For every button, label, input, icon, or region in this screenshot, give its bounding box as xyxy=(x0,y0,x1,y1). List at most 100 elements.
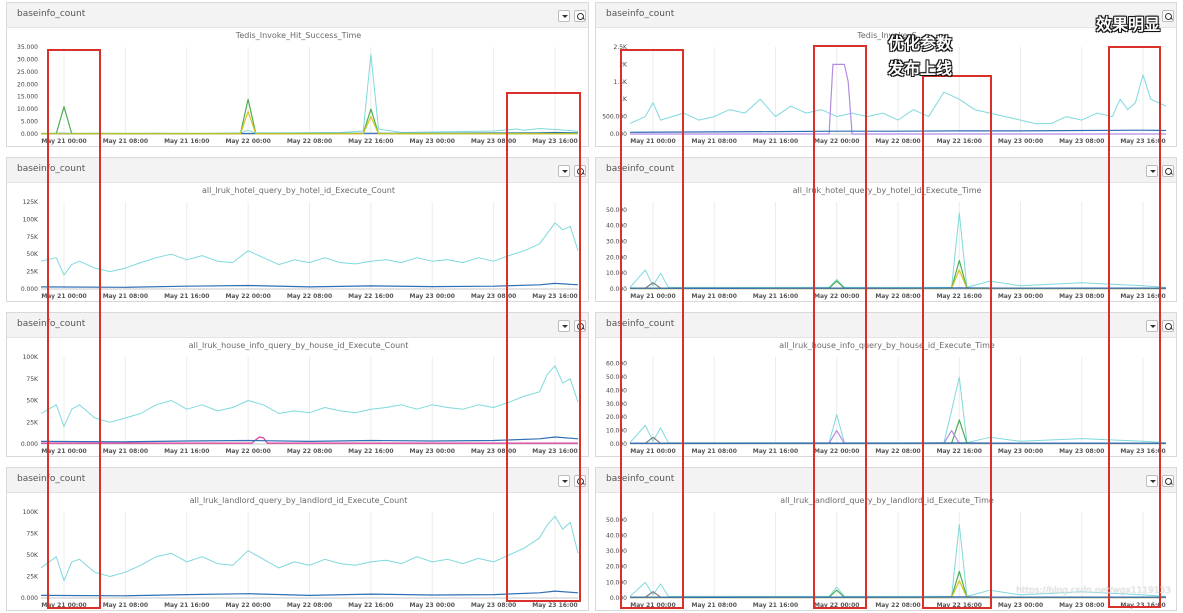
zoom-icon[interactable] xyxy=(1162,165,1174,177)
x-tick-label: May 21 00:00 xyxy=(630,448,675,455)
panel-header: baseinfo_count xyxy=(596,313,1176,338)
x-tick-label: May 21 08:00 xyxy=(103,448,148,455)
series-line xyxy=(40,436,579,443)
y-tick-label: 40.000 xyxy=(606,223,627,230)
x-tick-label: May 21 08:00 xyxy=(692,602,737,609)
chart: all_lruk_hotel_query_by_hotel_id_Execute… xyxy=(21,186,579,300)
x-tick-label: May 23 00:00 xyxy=(410,138,455,145)
y-tick-label: 75K xyxy=(26,234,39,241)
series-line xyxy=(40,515,579,582)
watermark: https://blog.csdn.net/wgx1119133 xyxy=(1016,586,1171,596)
chart-title: all_lruk_hotel_query_by_hotel_id_Execute… xyxy=(202,186,395,195)
chart: all_lruk_house_info_query_by_house_id_Ex… xyxy=(606,341,1167,455)
zoom-icon[interactable] xyxy=(574,165,586,177)
dropdown-button[interactable] xyxy=(558,10,570,22)
y-tick-label: 25K xyxy=(26,419,39,426)
y-tick-label: 50K xyxy=(26,398,39,405)
y-tick-label: 75K xyxy=(26,376,39,383)
zoom-icon[interactable] xyxy=(1162,10,1174,22)
chart-title: all_lruk_landlord_query_by_landlord_id_E… xyxy=(780,496,994,505)
panel-title: baseinfo_count xyxy=(17,9,86,19)
x-tick-label: May 22 16:00 xyxy=(937,602,982,609)
series-line xyxy=(629,287,1167,290)
dropdown-button[interactable] xyxy=(558,165,570,177)
dropdown-button[interactable] xyxy=(558,320,570,332)
y-tick-label: 10.000 xyxy=(17,106,38,113)
x-tick-label: May 21 16:00 xyxy=(164,293,209,300)
y-tick-label: 50.000 xyxy=(606,374,627,381)
x-tick-label: May 23 16:00 xyxy=(1120,602,1165,609)
x-tick-label: May 21 00:00 xyxy=(630,602,675,609)
y-tick-label: 2.5K xyxy=(614,44,629,51)
panel-landlord-execute-count: baseinfo_count all_lruk_landlord_query_b… xyxy=(6,467,589,611)
x-tick-label: May 22 08:00 xyxy=(287,602,332,609)
dropdown-button[interactable] xyxy=(1146,165,1158,177)
chart: Tedis_Invoke_Hit_Success_Time 35.000 30.00… xyxy=(17,31,579,145)
panel-header: baseinfo_count xyxy=(7,3,588,28)
series-line xyxy=(40,222,579,276)
zoom-icon[interactable] xyxy=(574,320,586,332)
panel-hotel-execute-count: baseinfo_count all_lruk_hotel_query_by_h… xyxy=(6,157,589,302)
series-line xyxy=(630,63,1166,135)
series-line xyxy=(40,365,579,428)
x-tick-label: May 23 00:00 xyxy=(410,602,455,609)
x-tick-label: May 21 08:00 xyxy=(692,138,737,145)
y-tick-label: 0.000 xyxy=(610,595,627,602)
series-line xyxy=(41,110,578,135)
x-tick-label: May 21 00:00 xyxy=(630,138,675,145)
y-tick-label: 10.000 xyxy=(606,270,627,277)
series-line xyxy=(629,129,1167,133)
chart: all_lruk_hotel_query_by_hotel_id_Execute… xyxy=(606,186,1167,300)
x-tick-label: May 22 16:00 xyxy=(348,293,393,300)
panel-header: baseinfo_count xyxy=(596,468,1176,493)
x-tick-label: May 23 08:00 xyxy=(471,293,516,300)
y-tick-label: 1.5K xyxy=(614,79,629,86)
x-tick-label: May 21 08:00 xyxy=(692,293,737,300)
y-tick-label: 50K xyxy=(26,552,39,559)
y-tick-label: 15.000 xyxy=(17,94,38,101)
panel-house-execute-count: baseinfo_count all_lruk_house_info_query… xyxy=(6,312,589,457)
dropdown-button[interactable] xyxy=(1146,475,1158,487)
zoom-icon[interactable] xyxy=(574,475,586,487)
y-tick-label: 0.000 xyxy=(21,286,38,293)
y-tick-label: 1K xyxy=(619,96,628,103)
x-tick-label: May 21 08:00 xyxy=(692,448,737,455)
x-tick-label: May 23 00:00 xyxy=(998,448,1043,455)
x-tick-label: May 23 00:00 xyxy=(410,448,455,455)
chart: Tedis_Invoke_S2.5K2K1.5K1K500.0000.000Ma… xyxy=(602,31,1167,145)
x-tick-label: May 21 16:00 xyxy=(753,293,798,300)
x-tick-label: May 21 16:00 xyxy=(164,138,209,145)
zoom-icon[interactable] xyxy=(574,10,586,22)
x-tick-label: May 21 00:00 xyxy=(41,293,86,300)
x-tick-label: May 22 08:00 xyxy=(287,293,332,300)
y-tick-label: 100K xyxy=(23,509,39,516)
dropdown-button[interactable] xyxy=(558,475,570,487)
y-tick-label: 500.000 xyxy=(602,114,627,121)
x-tick-label: May 21 16:00 xyxy=(164,448,209,455)
panel-title: baseinfo_count xyxy=(606,164,675,174)
series-line xyxy=(629,596,1167,599)
y-tick-label: 25.000 xyxy=(17,69,38,76)
y-tick-label: 25K xyxy=(26,574,39,581)
chart-title: Tedis_Invoke_S xyxy=(856,31,916,40)
x-tick-label: May 21 00:00 xyxy=(41,138,86,145)
x-tick-label: May 21 00:00 xyxy=(630,293,675,300)
x-tick-label: May 23 08:00 xyxy=(1059,138,1104,145)
dropdown-button[interactable] xyxy=(1146,320,1158,332)
y-tick-label: 2K xyxy=(619,61,628,68)
x-tick-label: May 23 08:00 xyxy=(471,448,516,455)
x-tick-label: May 22 00:00 xyxy=(814,602,859,609)
panel-title: baseinfo_count xyxy=(606,9,675,19)
annotation-optimize-line1: 优化参数 xyxy=(888,34,953,53)
annotation-effect: 效果明显 xyxy=(1096,15,1161,34)
zoom-icon[interactable] xyxy=(1162,320,1174,332)
x-tick-label: May 22 16:00 xyxy=(937,293,982,300)
x-tick-label: May 21 00:00 xyxy=(41,448,86,455)
x-tick-label: May 23 00:00 xyxy=(998,293,1043,300)
panel-tedis-hit-success-time: baseinfo_count Tedis_Invoke_Hit_Success_… xyxy=(6,2,589,147)
x-tick-label: May 22 00:00 xyxy=(814,138,859,145)
x-tick-label: May 21 16:00 xyxy=(164,602,209,609)
zoom-icon[interactable] xyxy=(1162,475,1174,487)
chart: all_lruk_landlord_query_by_landlord_id_E… xyxy=(21,496,579,609)
series-line xyxy=(41,436,578,444)
